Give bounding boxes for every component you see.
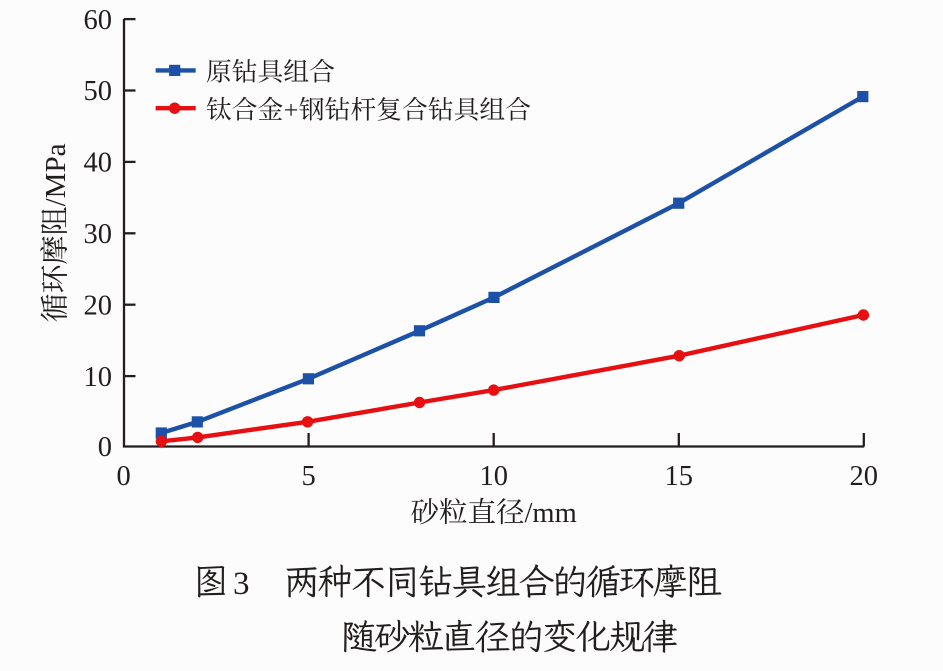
svg-text:0: 0	[98, 432, 112, 463]
svg-text:/mm: /mm	[525, 498, 577, 529]
svg-text:30: 30	[84, 219, 113, 250]
svg-text:40: 40	[84, 148, 113, 179]
svg-text:50: 50	[84, 76, 113, 107]
svg-text:15: 15	[665, 461, 694, 492]
svg-text:10: 10	[84, 362, 113, 393]
svg-text:3: 3	[233, 566, 250, 602]
svg-text:5: 5	[301, 461, 315, 492]
svg-text:+: +	[284, 96, 299, 125]
svg-text:/MPa: /MPa	[40, 143, 72, 206]
svg-text:20: 20	[84, 290, 113, 321]
svg-text:60: 60	[84, 5, 113, 36]
svg-text:0: 0	[116, 461, 130, 492]
svg-text:20: 20	[850, 461, 879, 492]
svg-text:10: 10	[479, 461, 508, 492]
